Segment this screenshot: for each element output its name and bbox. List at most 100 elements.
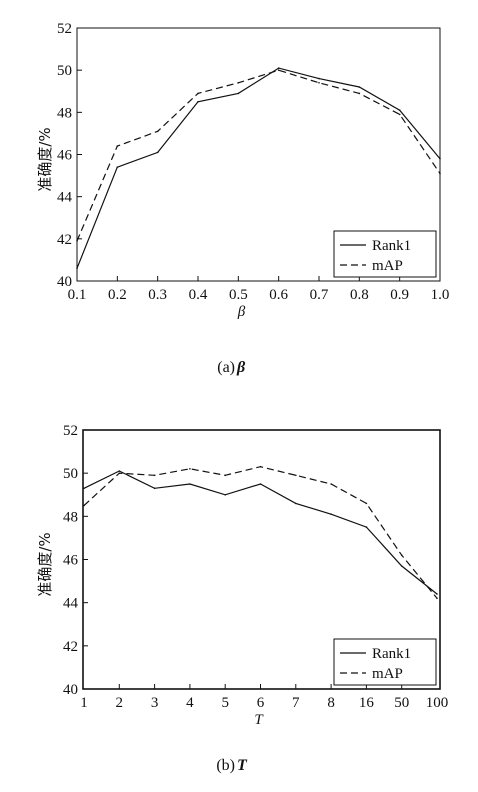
legend-label: mAP — [372, 258, 403, 274]
data-point-rank1 — [365, 526, 368, 528]
x-axis-label: T — [254, 712, 264, 728]
data-point-rank1 — [358, 86, 361, 88]
data-point-map — [259, 465, 262, 468]
data-point-rank1 — [259, 483, 262, 485]
data-point-map — [197, 92, 199, 95]
data-point-map — [237, 82, 240, 84]
data-point-map — [83, 504, 85, 507]
data-point-rank1 — [197, 101, 199, 103]
y-tick-label: 40 — [57, 274, 72, 290]
data-point-rank1 — [118, 470, 121, 472]
x-tick-label: 16 — [359, 695, 375, 711]
x-tick-label: 0.2 — [108, 287, 127, 303]
y-tick-label: 42 — [57, 232, 72, 248]
data-point-rank1 — [330, 513, 332, 515]
legend-box — [333, 230, 437, 278]
data-point-map — [330, 483, 332, 485]
caption-prefix: (a) — [217, 359, 235, 376]
data-point-map — [156, 130, 159, 133]
x-tick-label: 0.6 — [269, 287, 288, 303]
chart-panel-b: 40 42 44 46 48 50 52 1 2 3 4 5 6 7 8 16 50 100 T 准确度/% Rank1… — [36, 423, 448, 774]
caption-symbol: β — [236, 359, 246, 376]
legend-label: Rank1 — [372, 238, 411, 254]
y-tick-label: 48 — [63, 509, 78, 525]
data-point-map — [365, 502, 368, 505]
legend-box — [333, 638, 437, 686]
legend: Rank1 mAP — [333, 638, 437, 686]
chart-panel-a: 40 42 44 46 48 50 52 0.1 0.2 0.3 0.4 0.5 0.6 0.7 0.8 0.… — [36, 21, 449, 376]
series-line-map — [83, 466, 438, 599]
y-tick-label: 50 — [57, 63, 72, 79]
data-point-map — [118, 472, 121, 475]
x-tick-label: 3 — [151, 695, 159, 711]
data-point-rank1 — [400, 565, 403, 567]
x-tick-label: 0.5 — [229, 287, 248, 303]
data-point-map — [116, 145, 119, 147]
legend: Rank1 mAP — [333, 230, 437, 278]
y-tick-label: 48 — [57, 105, 72, 121]
x-tick-label: 0.1 — [68, 287, 87, 303]
y-tick-label: 42 — [63, 639, 78, 655]
data-point-map — [224, 474, 226, 477]
series-line-map — [76, 69, 441, 242]
series-line-rank1 — [83, 470, 438, 595]
x-tick-label: 6 — [257, 695, 265, 711]
x-tick-label: 0.9 — [390, 287, 409, 303]
data-point-map — [318, 82, 320, 84]
x-tick-label: 1.0 — [431, 287, 450, 303]
data-point-map — [439, 172, 441, 175]
data-point-rank1 — [439, 157, 441, 160]
data-point-rank1 — [318, 77, 320, 80]
data-point-map — [398, 113, 401, 116]
data-point-rank1 — [398, 109, 401, 111]
x-tick-label: 8 — [327, 695, 335, 711]
y-tick-label: 44 — [57, 190, 73, 206]
x-axis-label: β — [237, 304, 246, 320]
y-axis-label: 准确度/% — [36, 532, 54, 596]
data-point-rank1 — [83, 487, 85, 490]
y-tick-label: 50 — [63, 466, 78, 482]
data-point-rank1 — [116, 166, 119, 168]
data-point-map — [436, 597, 438, 600]
x-tick-label: 0.3 — [148, 287, 167, 303]
data-point-map — [358, 92, 361, 95]
y-tick-label: 52 — [63, 423, 78, 439]
data-point-map — [400, 554, 403, 556]
series-line-rank1 — [76, 67, 441, 269]
caption-prefix: (b) — [216, 757, 235, 774]
data-point-map — [189, 468, 191, 470]
y-axis-label: 准确度/% — [36, 127, 54, 191]
x-tick-label: 7 — [292, 695, 300, 711]
data-point-rank1 — [237, 92, 240, 95]
data-point-rank1 — [76, 267, 78, 270]
y-tick-label: 40 — [63, 682, 78, 698]
data-point-rank1 — [277, 67, 280, 69]
x-tick-label: 4 — [186, 695, 194, 711]
data-point-map — [295, 474, 297, 477]
y-tick-label: 44 — [63, 596, 79, 612]
data-point-rank1 — [436, 593, 438, 595]
x-tick-label: 0.8 — [350, 287, 369, 303]
x-tick-label: 50 — [394, 695, 409, 711]
data-point-rank1 — [295, 502, 297, 505]
data-point-rank1 — [224, 494, 226, 496]
x-tick-label: 2 — [116, 695, 124, 711]
data-point-rank1 — [156, 151, 159, 154]
data-point-map — [76, 240, 78, 242]
x-tick-label: 5 — [221, 695, 229, 711]
y-tick-label: 46 — [57, 148, 73, 164]
legend-label: Rank1 — [372, 646, 411, 662]
data-point-rank1 — [189, 483, 191, 485]
x-tick-label: 0.7 — [310, 287, 329, 303]
y-tick-label: 52 — [57, 21, 72, 37]
x-tick-label: 1 — [80, 695, 88, 711]
legend-label: mAP — [372, 666, 403, 682]
data-point-map — [277, 69, 280, 71]
data-point-rank1 — [153, 487, 156, 490]
caption-symbol: T — [237, 757, 248, 774]
data-point-map — [153, 474, 156, 477]
x-tick-label: 100 — [426, 695, 449, 711]
x-tick-label: 0.4 — [189, 287, 208, 303]
y-tick-label: 46 — [63, 553, 79, 569]
